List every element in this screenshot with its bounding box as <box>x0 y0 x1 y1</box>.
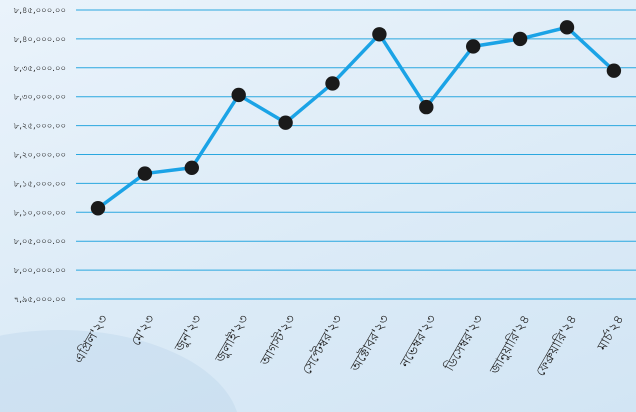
grid-lines <box>76 9 636 300</box>
y-tick-label: ৮,৪০,০০০.০০ <box>14 35 66 45</box>
data-point <box>137 166 153 181</box>
y-tick-label: ৮,১০,০০০.০০ <box>14 208 66 218</box>
x-tick-label: অক্টোবর'২৩ <box>348 313 393 376</box>
y-tick-label: ৮,১৫,০০০.০০ <box>14 179 66 189</box>
y-tick-label: ৮,৩০,০০০.০০ <box>14 93 66 103</box>
data-point <box>90 201 106 216</box>
x-tick-label: সেপ্টেম্বর'২৩ <box>299 312 346 377</box>
x-tick-label: এপ্রিল'২৩ <box>71 312 112 366</box>
data-point <box>466 39 481 54</box>
y-tick-label: ৮,০০,০০০.০০ <box>14 266 66 276</box>
x-tick-label: জুলাই'২৩ <box>212 312 253 366</box>
y-tick-label: ৮,০৫,০০০.০০ <box>14 237 66 247</box>
data-point <box>606 63 622 78</box>
x-tick-label: জুন'২৩ <box>172 313 205 356</box>
data-point <box>184 160 199 175</box>
y-tick-label: ৮,২০,০০০.০০ <box>14 151 66 161</box>
x-tick-label: ডিসেম্বর'২৩ <box>441 312 487 375</box>
x-tick-label: মার্চ'২৪ <box>594 312 627 354</box>
data-point <box>559 20 575 35</box>
data-point <box>419 99 434 115</box>
x-tick-label: মে'২৩ <box>129 313 158 349</box>
y-tick-label: ৮,৩৫,০০০.০০ <box>14 64 66 74</box>
data-point <box>372 27 387 42</box>
y-tick-label: ৭,৯৫,০০০.০০ <box>14 295 66 305</box>
data-point <box>278 115 293 130</box>
y-axis-ticks: ৭,৯৫,০০০.০০ ৮,০০,০০০.০০ ৮,০৫,০০০.০০ ৮,১০,০০… <box>14 6 66 305</box>
data-point <box>231 87 246 103</box>
series-line <box>96 25 616 211</box>
x-tick-label: জানুয়ারি'২৪ <box>486 312 533 378</box>
x-tick-label: নভেম্বর'২৩ <box>397 313 439 372</box>
x-tick-label: ফেব্রুয়ারি'২৪ <box>532 312 580 379</box>
data-point <box>512 31 528 47</box>
x-axis-ticks: এপ্রিল'২৩ মে'২৩ জুন'২৩ জুলাই'২৩ আগস্ট'২৩ সেপ্… <box>71 312 627 379</box>
y-tick-label: ৮,২৫,০০০.০০ <box>14 122 66 132</box>
series <box>96 25 616 211</box>
data-point <box>325 76 340 91</box>
y-tick-label: ৮,৪৫,০০০.০০ <box>14 6 66 16</box>
data-points <box>90 20 622 216</box>
x-tick-label: আগস্ট'২৩ <box>257 312 299 369</box>
